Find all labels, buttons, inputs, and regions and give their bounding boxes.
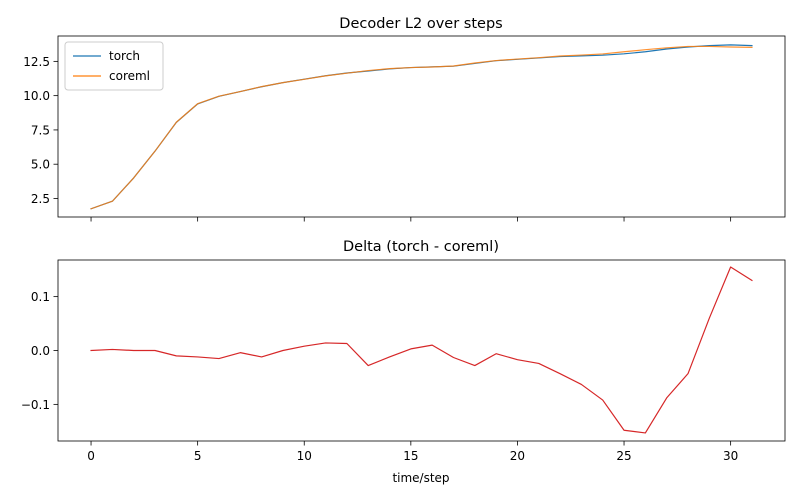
chart-top-y-tick-label: 10.0 bbox=[23, 89, 50, 103]
chart-top-title: Decoder L2 over steps bbox=[339, 16, 502, 32]
chart-top-y-tick-label: 2.5 bbox=[31, 192, 50, 206]
chart-bottom-x-tick-label: 25 bbox=[616, 449, 631, 463]
chart-top-frame bbox=[57, 35, 786, 218]
series-line-coreml bbox=[90, 45, 753, 210]
chart-bottom-x-tick-label: 0 bbox=[87, 449, 95, 463]
legend-label-torch: torch bbox=[109, 49, 140, 63]
chart-bottom-x-tick-label: 10 bbox=[297, 449, 312, 463]
chart-bottom-x-tick-label: 15 bbox=[403, 449, 418, 463]
chart-bottom-x-tick-label: 30 bbox=[723, 449, 738, 463]
chart-bottom-x-axis-label: time/step bbox=[392, 471, 449, 485]
chart-bottom-y-tick-label: −0.1 bbox=[21, 398, 50, 412]
legend-label-coreml: coreml bbox=[109, 69, 150, 83]
chart-bottom-y-tick-label: 0.0 bbox=[31, 344, 50, 358]
chart-top-plot-area: 2.5 5.0 7.5 10.0 12.5 bbox=[23, 44, 753, 222]
chart-bottom-title: Delta (torch - coreml) bbox=[343, 239, 499, 255]
chart-bottom-y-tick-label: 0.1 bbox=[31, 290, 50, 304]
chart-top-y-tick-label: 12.5 bbox=[23, 55, 50, 69]
series-line-delta bbox=[90, 266, 753, 434]
chart-top-y-tick-label: 7.5 bbox=[31, 123, 50, 137]
chart-bottom-frame bbox=[57, 259, 786, 442]
chart-bottom-x-tick-label: 5 bbox=[194, 449, 202, 463]
chart-top-legend: torch coreml bbox=[64, 41, 164, 91]
legend-box bbox=[64, 41, 164, 91]
chart-bottom-plot-area: 0 5 10 15 20 25 30 −0.1 0.0 0.1 bbox=[21, 266, 753, 463]
chart-bottom: Delta (torch - coreml) 0 5 10 15 20 25 30−0.10… bbox=[21, 239, 786, 485]
chart-top: Decoder L2 over steps 2.55.07.510.012.5 … bbox=[23, 16, 786, 222]
chart-bottom-x-tick-label: 20 bbox=[510, 449, 525, 463]
chart-top-y-tick-label: 5.0 bbox=[31, 158, 50, 172]
